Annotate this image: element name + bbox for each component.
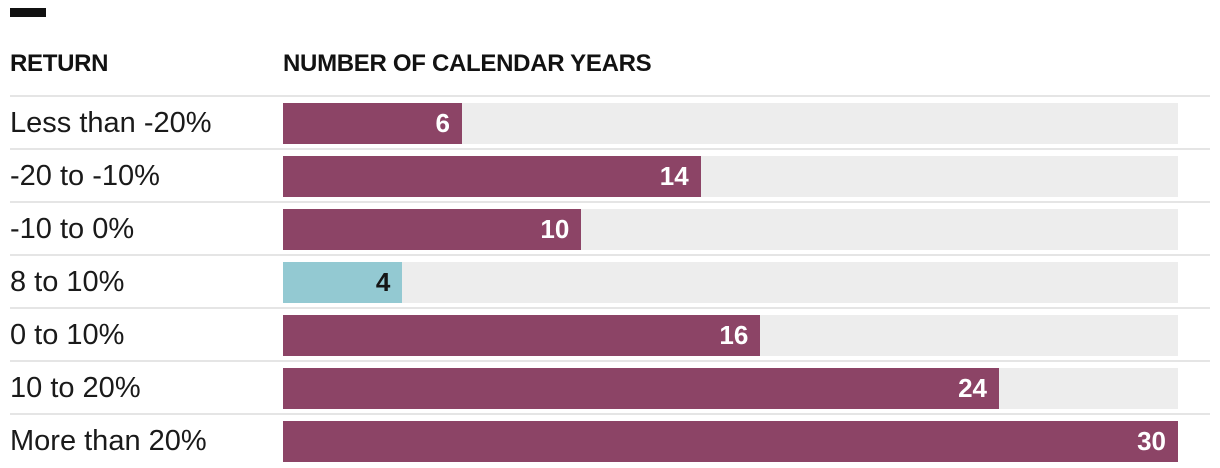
column-header-return: RETURN <box>10 50 109 77</box>
row-label: 8 to 10% <box>10 266 125 298</box>
bar-fill: 30 <box>283 421 1178 462</box>
bar-value: 14 <box>659 161 689 191</box>
bar-value: 4 <box>375 267 391 297</box>
chart-row-highlighted: 8 to 10% 4 <box>10 254 1210 307</box>
chart-row: -10 to 0% 10 <box>10 201 1210 254</box>
row-label: More than 20% <box>10 425 207 457</box>
bar-fill: 4 <box>283 262 403 303</box>
bar-track: 6 <box>283 103 1178 144</box>
row-label: -20 to -10% <box>10 160 160 192</box>
bar-track: 10 <box>283 209 1178 250</box>
bar-fill: 24 <box>283 368 999 409</box>
chart-row: 10 to 20% 24 <box>10 360 1210 413</box>
bar-fill: 6 <box>283 103 462 144</box>
chart-row: -20 to -10% 14 <box>10 148 1210 201</box>
top-left-tab-decoration <box>10 8 46 17</box>
bar-track: 24 <box>283 368 1178 409</box>
row-label: 10 to 20% <box>10 372 141 404</box>
bar-value: 10 <box>540 214 570 244</box>
row-label: 0 to 10% <box>10 319 125 351</box>
bar-value: 30 <box>1137 426 1166 456</box>
chart-row: More than 20% 30 <box>10 413 1210 466</box>
chart-row: Less than -20% 6 <box>10 95 1210 148</box>
bar-track: 30 <box>283 421 1178 462</box>
row-label: Less than -20% <box>10 107 212 139</box>
bar-fill: 16 <box>283 315 761 356</box>
bar-fill: 10 <box>283 209 582 250</box>
bar-fill: 14 <box>283 156 701 197</box>
bar-track: 4 <box>283 262 1178 303</box>
bar-track: 16 <box>283 315 1178 356</box>
bar-value: 16 <box>719 320 749 350</box>
bar-value: 6 <box>435 108 450 138</box>
column-header-years: NUMBER OF CALENDAR YEARS <box>283 50 652 77</box>
chart-row: 0 to 10% 16 <box>10 307 1210 360</box>
bar-value: 24 <box>958 373 987 403</box>
bar-track: 14 <box>283 156 1178 197</box>
bar-chart: Less than -20% 6 -20 to -10% 14 -10 to 0… <box>10 95 1210 466</box>
row-label: -10 to 0% <box>10 213 135 245</box>
